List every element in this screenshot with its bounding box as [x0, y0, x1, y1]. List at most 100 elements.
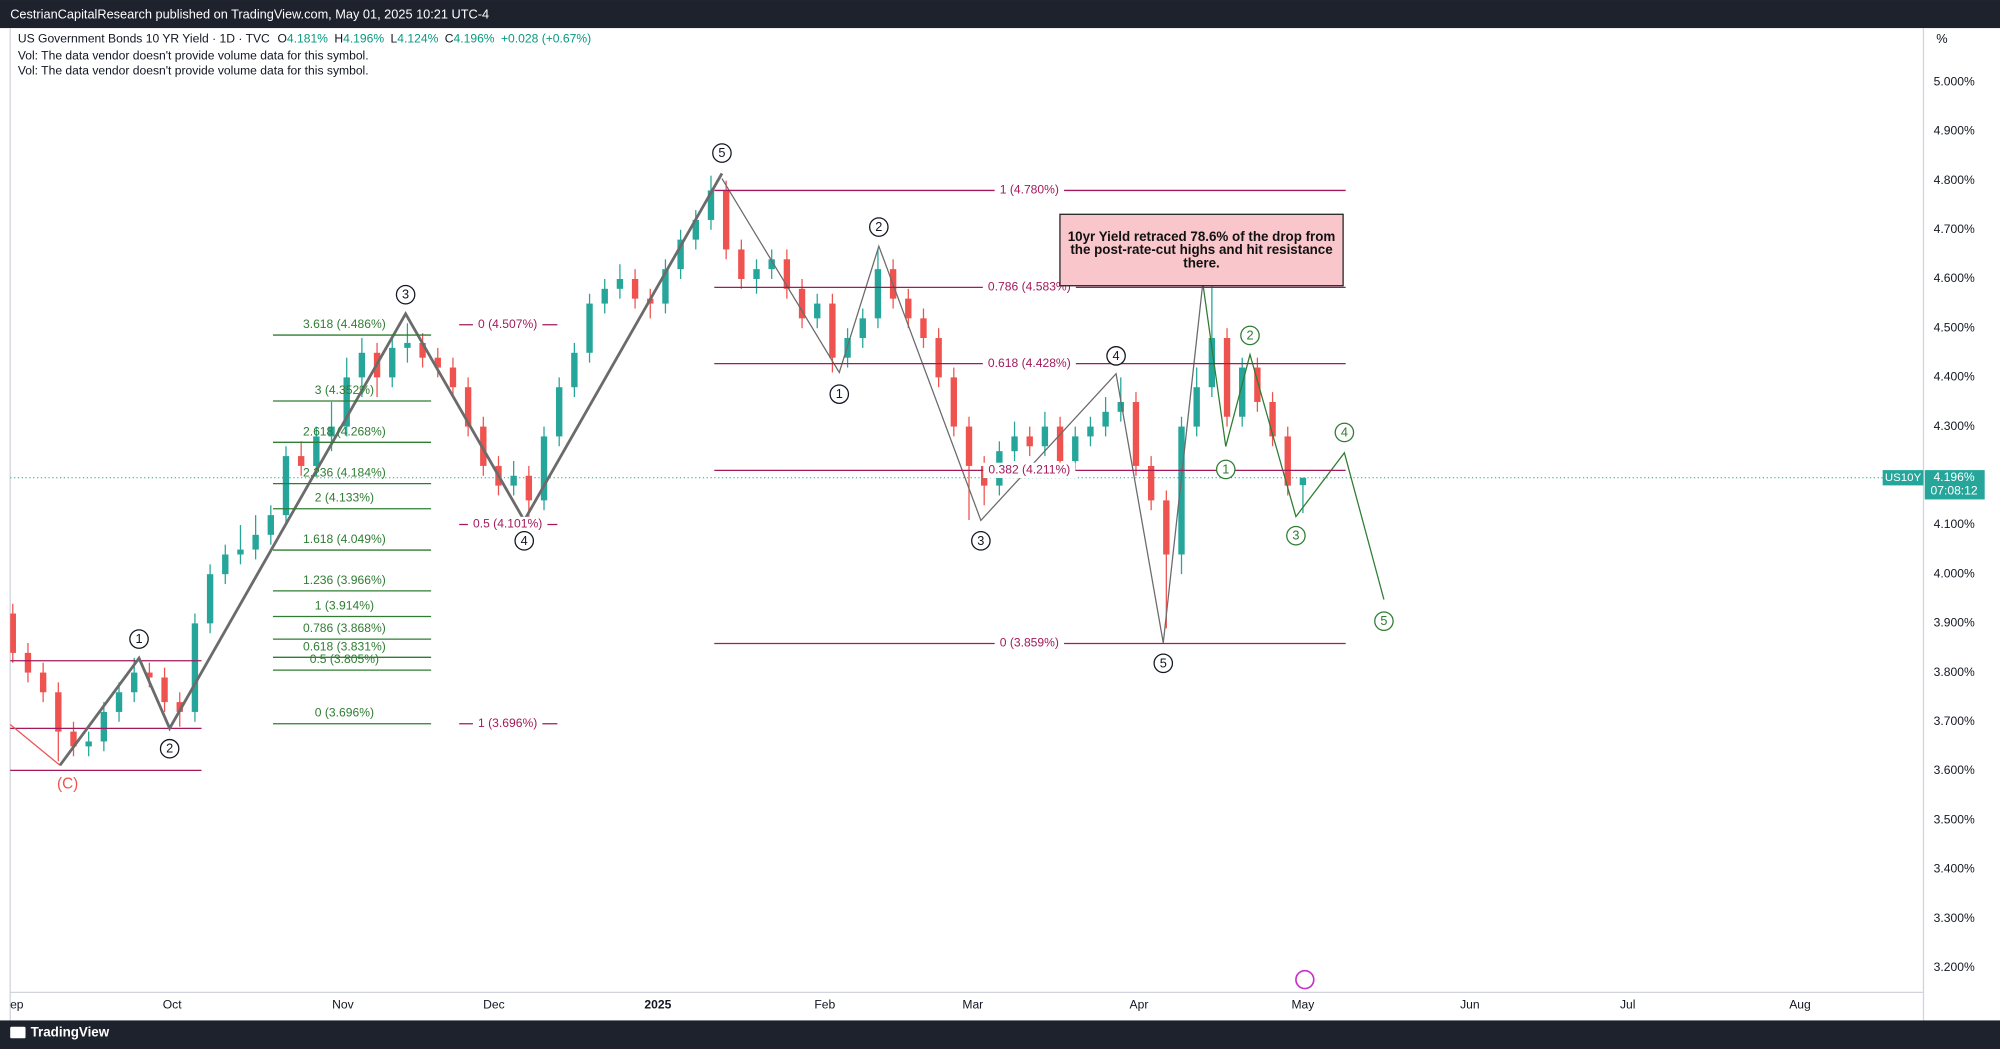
fib-label-bg [467, 516, 548, 533]
candle-body [358, 352, 366, 378]
x-tick-label: 2025 [644, 997, 671, 1011]
fib-label: 0.618 (3.831%) [303, 639, 386, 653]
bottom-bar [0, 1020, 2000, 1049]
y-tick-label: 3.500% [1934, 812, 1975, 826]
y-tick-label: 4.400% [1934, 370, 1975, 384]
volume-note: Vol: The data vendor doesn't provide vol… [18, 64, 369, 78]
wave-label: 3 [402, 287, 409, 302]
wave-label: 2 [166, 741, 173, 756]
fib-label: 0.5 (3.805%) [310, 652, 379, 666]
trend-line [9, 724, 61, 766]
candle-body [1087, 426, 1094, 437]
candle-body [905, 298, 912, 319]
candle-body [313, 436, 320, 466]
candle-body [328, 426, 335, 437]
wave-circle [1240, 325, 1260, 346]
candle-body [343, 377, 350, 427]
y-tick-label: 4.700% [1934, 222, 1975, 236]
candle-body [510, 475, 517, 486]
candle-body [282, 456, 290, 516]
x-tick-label: Dec [483, 997, 505, 1011]
candle-body [237, 549, 244, 555]
candle-body [738, 249, 745, 279]
wave-label: 3 [977, 533, 984, 548]
candle-body [161, 677, 168, 703]
candle-body [131, 672, 138, 693]
published-text: CestrianCapitalResearch published on Tra… [10, 7, 489, 22]
candle-body [480, 426, 487, 466]
x-tick-label: Sep [2, 997, 24, 1011]
fib-label-bg [982, 279, 1076, 295]
wave-circle [971, 531, 991, 551]
candle-body [874, 269, 882, 319]
candle-body [1239, 367, 1246, 417]
candle-body [70, 731, 77, 747]
wave-label: 2 [1246, 327, 1253, 342]
candle-body [1117, 401, 1124, 412]
y-tick-label: 4.600% [1934, 271, 1975, 285]
ohlc-value: 4.181% [287, 32, 328, 46]
y-tick-label: 4.000% [1934, 566, 1975, 580]
event-icon [1295, 969, 1315, 990]
projection-line [1202, 283, 1385, 600]
candle-body [85, 741, 92, 747]
fib-label: 2 (4.133%) [315, 491, 374, 505]
x-tick-label: Jul [1620, 997, 1635, 1011]
change: +0.028 (+0.67%) [501, 32, 591, 46]
fib-label: 3.618 (4.486%) [303, 317, 386, 331]
y-tick-label: 5.000% [1934, 74, 1975, 88]
y-tick-label: 4.900% [1934, 124, 1975, 138]
ohlc-value: 4.196% [454, 32, 495, 46]
axis-unit: % [1936, 31, 1947, 46]
candle-body [252, 534, 259, 550]
wave-circle [514, 531, 535, 551]
countdown-text: 07:08:12 [1931, 483, 1978, 497]
ohlc-key: O [277, 32, 286, 46]
wave-label: 2 [875, 219, 882, 234]
candle-body [935, 338, 942, 378]
plot [10, 175, 1923, 762]
candle-body [1132, 401, 1140, 466]
candle-body [1056, 426, 1064, 462]
candle-body [920, 318, 927, 339]
candle-body [631, 278, 639, 299]
candle-body [662, 269, 669, 304]
annotation-box [1059, 213, 1344, 287]
candle-body [1072, 436, 1079, 462]
ohlc-key: H [334, 32, 343, 46]
wave-label: 1 [836, 386, 843, 401]
y-tick-label: 3.900% [1934, 616, 1975, 630]
wave-label: 4 [521, 533, 528, 548]
wave-label: 4 [1113, 348, 1120, 363]
symbol-tag-text: US10Y [1885, 472, 1922, 484]
x-tick-label: May [1291, 997, 1315, 1011]
candle-body [1223, 338, 1231, 417]
candle-body [297, 456, 305, 466]
ohlc-value: 4.196% [343, 32, 384, 46]
fib-label-bg [472, 716, 543, 732]
candle-body [55, 692, 62, 732]
fib-label: 0.786 (4.583%) [988, 280, 1071, 294]
candle-body [722, 190, 730, 250]
x-tick-label: Apr [1130, 997, 1149, 1011]
candle-body [1284, 436, 1291, 486]
candle-body [404, 342, 411, 348]
fib-label: 0 (4.507%) [478, 317, 537, 331]
candle-body [616, 278, 624, 289]
y-tick-label: 3.300% [1934, 911, 1975, 925]
fib-label: 1 (3.696%) [478, 716, 537, 730]
y-tick-label: 4.300% [1934, 419, 1975, 433]
fib-label: 0.5 (4.101%) [473, 517, 542, 531]
candle-body [601, 288, 608, 304]
candle-body [586, 303, 593, 353]
wave-circle [869, 217, 889, 237]
ohlc-key: L [391, 32, 398, 46]
candle-body [1193, 387, 1200, 427]
x-tick-label: Oct [163, 997, 182, 1011]
price-tag [1924, 470, 1985, 500]
y-tick-label: 3.600% [1934, 763, 1975, 777]
wave-circle [159, 738, 180, 759]
candle-body [950, 377, 958, 427]
annotation-text: 10yr Yield retraced 78.6% of the drop fr… [1068, 229, 1336, 244]
